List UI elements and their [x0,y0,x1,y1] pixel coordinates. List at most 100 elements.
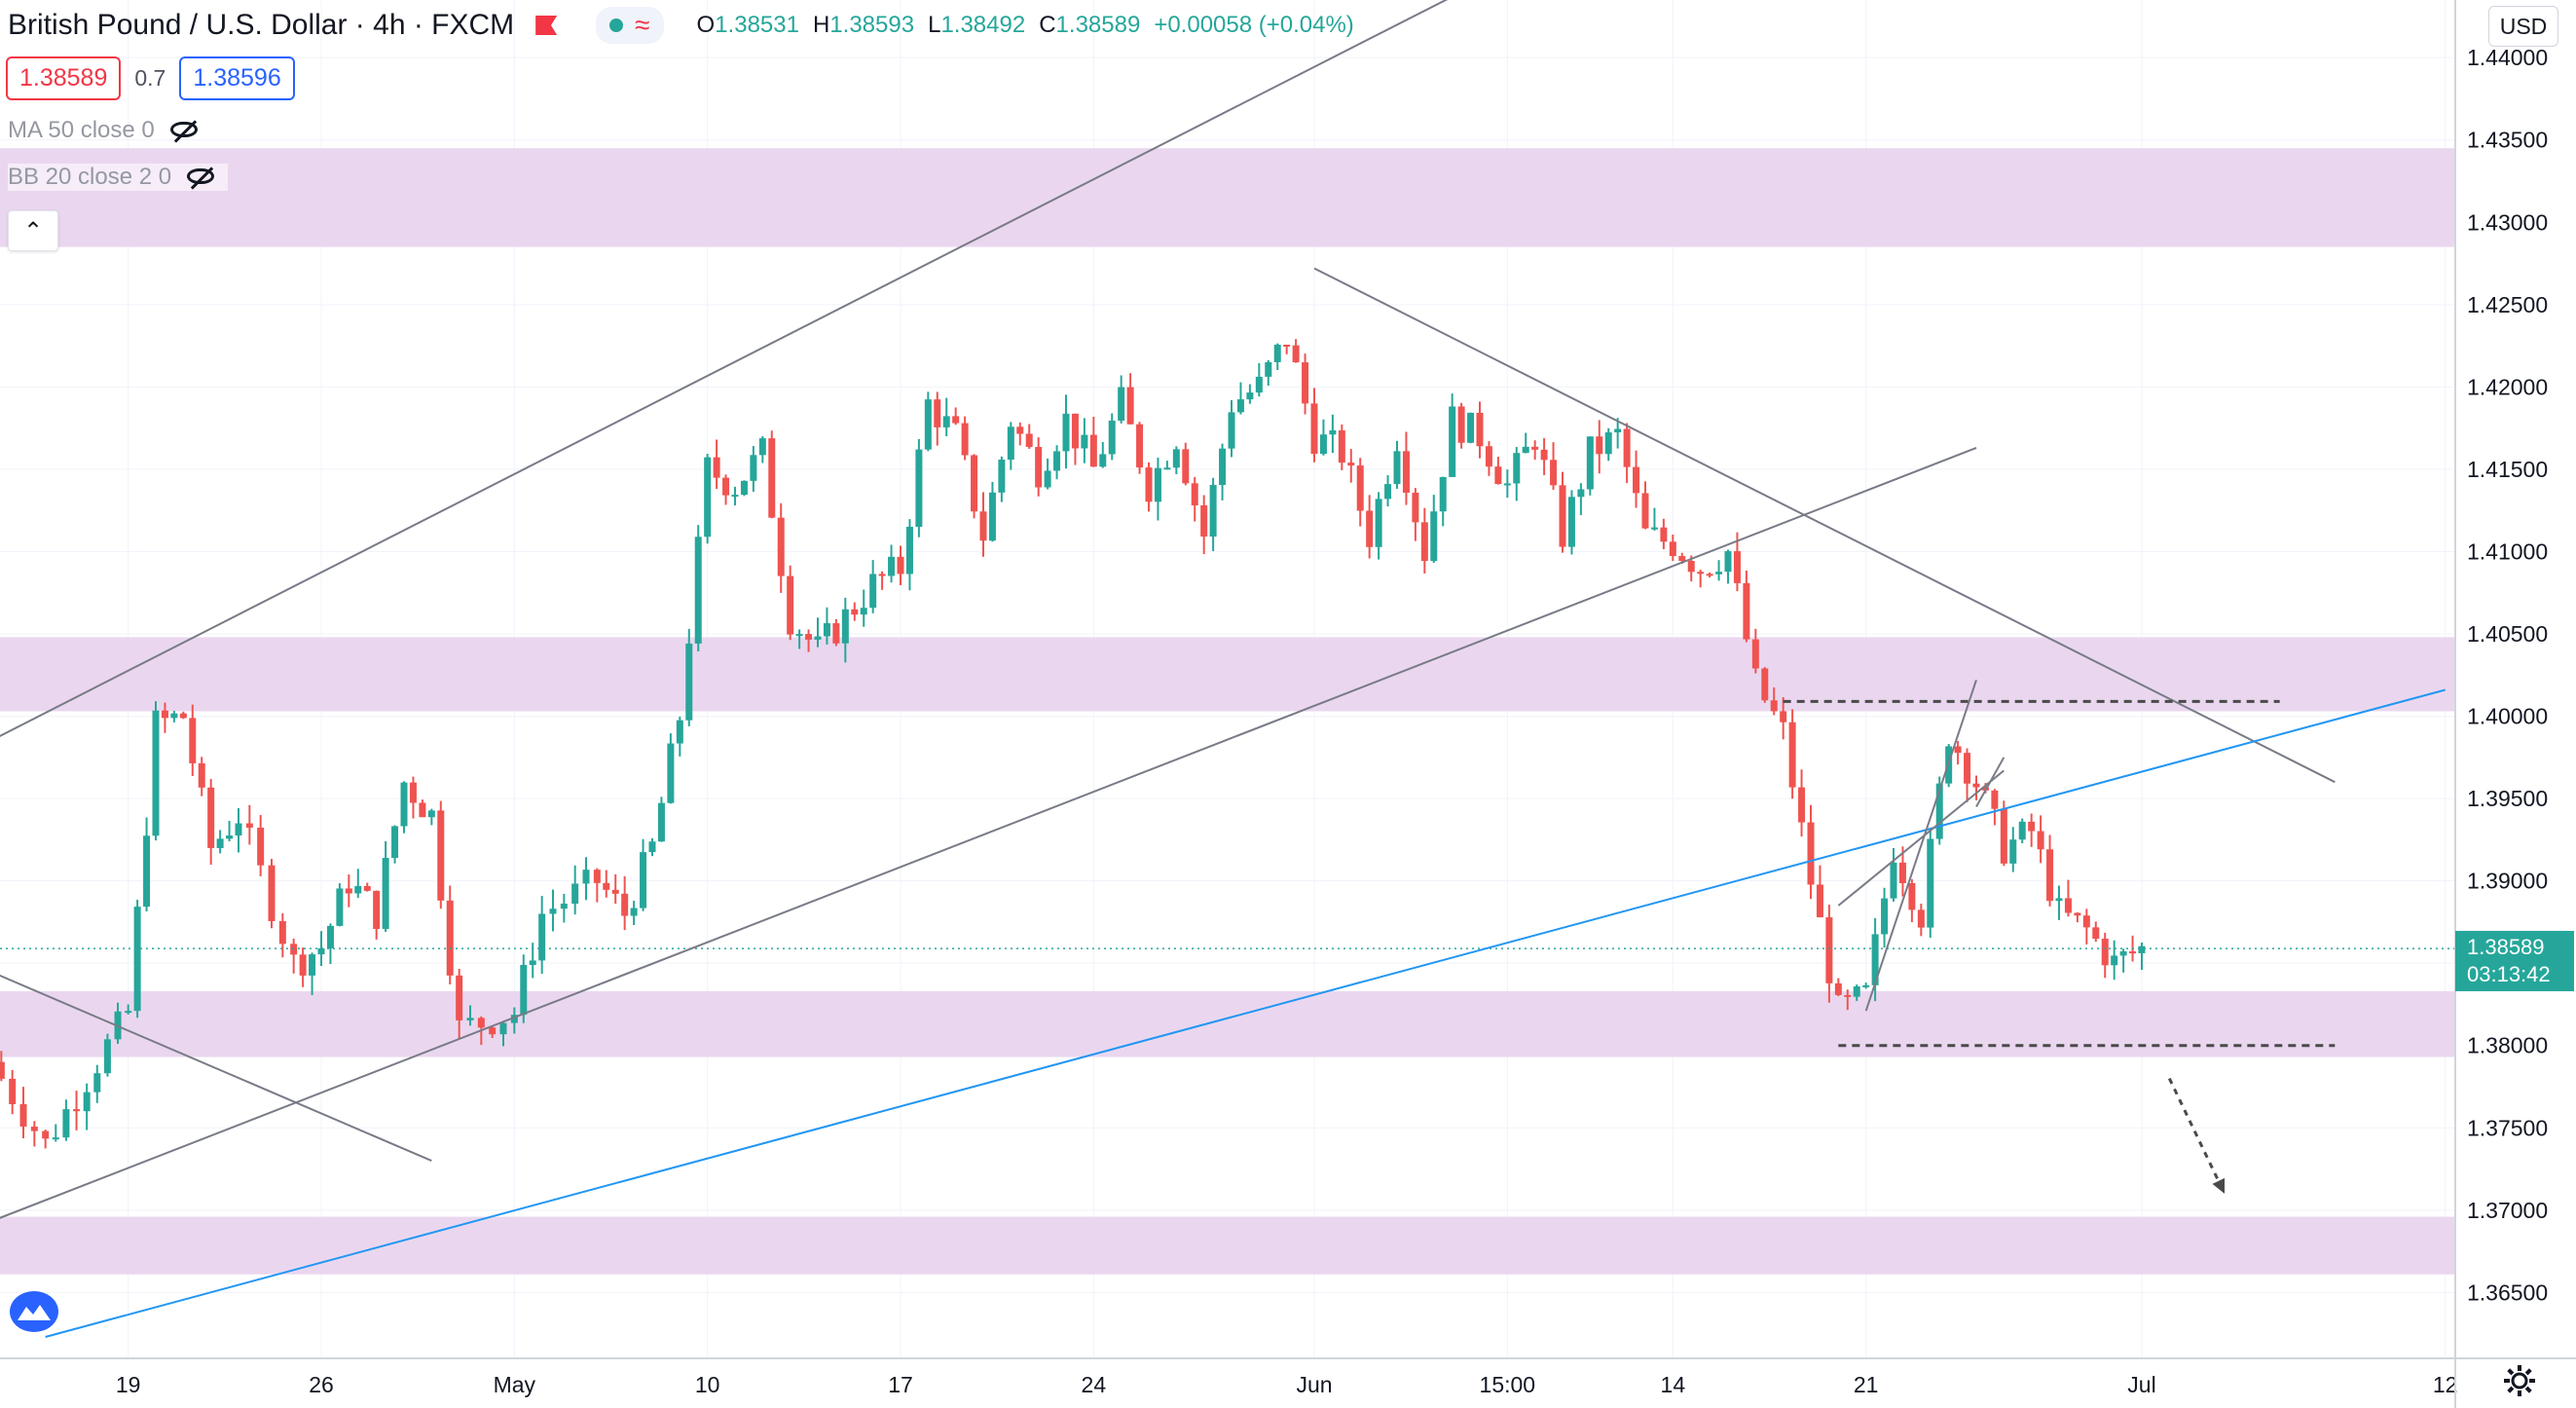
candle-body [1853,986,1860,997]
candle-body [19,1103,27,1128]
candle-body [235,823,242,836]
candle-body [1633,466,1640,494]
candle-body [1191,483,1198,505]
candle-body [905,526,913,574]
candle-body [2111,955,2118,966]
candle-body [787,575,794,635]
candle-body [934,399,941,427]
candle-body [2000,808,2007,864]
chart-header: British Pound / U.S. Dollar · 4h · FXCM … [8,6,1354,45]
candle-body [924,399,932,450]
candle-body [814,636,822,640]
candle-body [1375,499,1382,547]
bar-countdown: 03:13:42 [2467,962,2551,986]
trendline [0,974,432,1163]
candle-body [1062,413,1070,452]
symbol-title[interactable]: British Pound / U.S. Dollar · 4h · FXCM [8,9,515,41]
candle-body [1743,582,1750,640]
candle-body [1319,434,1327,455]
candle-body [1485,446,1492,467]
market-status-pill[interactable]: ≈ [596,7,664,44]
candle-body [1513,453,1521,484]
candle-body [309,954,316,976]
candle-body [685,643,693,721]
collapse-legend-button[interactable]: ⌃ [8,210,58,251]
candle-body [1467,412,1475,443]
candle-body [704,457,712,537]
candle-body [499,1022,507,1035]
candle-body [278,921,286,945]
candle-body [1917,909,1925,928]
candle-body [1660,527,1668,542]
candle-body [2009,839,2017,864]
candle-body [549,908,557,914]
candle-body [143,835,151,908]
indicator-bb-label: BB 20 close 2 0 [8,164,172,190]
candle-body [409,782,417,803]
tradingview-logo-icon[interactable] [10,1291,58,1332]
sr-zone [0,990,2455,1057]
candle-body [477,1018,485,1028]
candle-body [93,1073,101,1093]
candle-body [1273,344,1281,362]
candle-body [1540,449,1548,461]
candle-body [713,457,720,478]
indicator-ma[interactable]: MA 50 close 0 [8,117,202,144]
candle-body [1531,446,1539,450]
candle-body [1118,387,1125,421]
candle-body [1494,466,1502,485]
x-tick-label: 21 [1854,1372,1879,1397]
candle-body [1577,489,1585,498]
candle-body [1136,424,1144,468]
trendline [1864,680,1977,1012]
candle-body [979,511,987,541]
y-tick-label: 1.37500 [2467,1115,2548,1140]
candle-body [1053,451,1061,471]
indicator-bb[interactable]: BB 20 close 2 0 [8,164,229,191]
candle-body [1393,451,1401,485]
candle-body [1862,984,1870,987]
sell-price-button[interactable]: 1.38589 [6,56,122,100]
eye-off-icon[interactable] [168,119,202,142]
candle-body [1816,884,1823,918]
candle-body [1457,406,1465,443]
candle-body [1697,572,1705,574]
candle-body [805,634,813,640]
candle-body [1844,994,1852,997]
arrow-head-icon [2212,1177,2226,1194]
gear-icon[interactable] [2502,1363,2537,1398]
candle-body [1706,574,1713,576]
candle-body [1623,428,1631,467]
candle-body [152,710,160,836]
buy-price-button[interactable]: 1.38596 [179,56,295,100]
candle-body [582,870,590,884]
candle-body [1449,406,1456,477]
candle-body [998,460,1006,493]
eye-off-icon[interactable] [185,166,218,189]
candle-body [1586,436,1594,490]
candle-body [1678,556,1686,562]
candle-body [216,838,224,848]
candle-body [1954,746,1962,754]
currency-button[interactable]: USD [2488,6,2558,47]
wave-icon: ≈ [635,10,650,40]
y-tick-label: 1.41500 [2467,457,2548,482]
candle-body [1972,783,1980,788]
candle-body [489,1027,497,1035]
x-tick-label: 15:00 [1480,1372,1536,1397]
x-tick-label: 14 [1661,1372,1686,1397]
candle-body [1228,412,1235,449]
candle-body [30,1127,38,1131]
candle-body [694,537,702,644]
trendline [0,446,1977,1219]
candle-body [1016,426,1024,434]
candle-body [768,438,776,518]
candle-body [268,865,276,922]
candle-body [851,609,859,615]
candle-body [1614,428,1622,433]
candle-body [1347,463,1355,466]
flag-icon [535,16,558,35]
candle-body [52,1137,59,1140]
candle-body [1991,790,1999,809]
